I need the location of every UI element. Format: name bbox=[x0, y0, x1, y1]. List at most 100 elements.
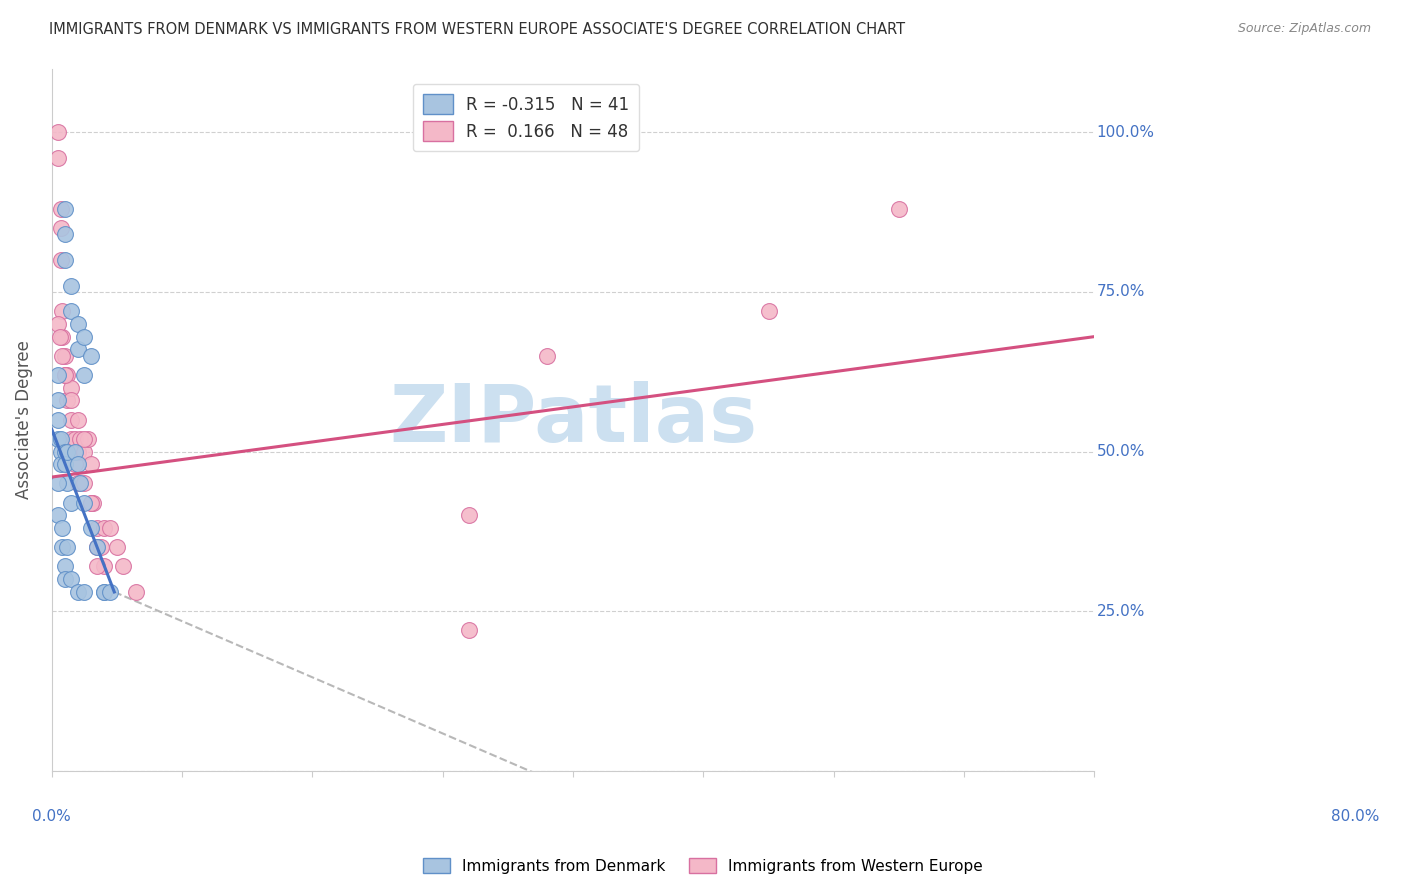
Text: 0.0%: 0.0% bbox=[32, 809, 72, 824]
Legend: R = -0.315   N = 41, R =  0.166   N = 48: R = -0.315 N = 41, R = 0.166 N = 48 bbox=[413, 84, 640, 152]
Point bbox=[73, 432, 96, 446]
Point bbox=[63, 458, 86, 472]
Point bbox=[46, 151, 69, 165]
Point bbox=[53, 368, 76, 382]
Point bbox=[51, 304, 73, 318]
Point bbox=[86, 521, 108, 535]
Point bbox=[73, 444, 96, 458]
Point bbox=[90, 541, 112, 555]
Point bbox=[63, 444, 86, 458]
Point bbox=[73, 476, 96, 491]
Point bbox=[60, 412, 83, 426]
Point bbox=[56, 476, 79, 491]
Text: ZIPatlas: ZIPatlas bbox=[389, 381, 758, 458]
Point bbox=[56, 368, 79, 382]
Point bbox=[46, 412, 69, 426]
Point bbox=[66, 458, 89, 472]
Point bbox=[457, 508, 479, 523]
Point bbox=[77, 432, 100, 446]
Point bbox=[66, 444, 89, 458]
Point bbox=[69, 476, 91, 491]
Point bbox=[93, 585, 115, 599]
Point bbox=[112, 559, 135, 574]
Point bbox=[51, 349, 73, 363]
Point bbox=[100, 585, 122, 599]
Point bbox=[457, 624, 479, 638]
Point bbox=[51, 521, 73, 535]
Point bbox=[53, 227, 76, 242]
Point bbox=[60, 304, 83, 318]
Point bbox=[53, 559, 76, 574]
Point bbox=[60, 278, 83, 293]
Text: 25.0%: 25.0% bbox=[1097, 604, 1144, 619]
Point bbox=[49, 444, 72, 458]
Point bbox=[48, 329, 70, 343]
Point bbox=[46, 368, 69, 382]
Point bbox=[69, 432, 91, 446]
Point bbox=[100, 521, 122, 535]
Point bbox=[66, 412, 89, 426]
Point bbox=[63, 432, 86, 446]
Point bbox=[60, 495, 83, 509]
Point bbox=[56, 393, 79, 408]
Point bbox=[51, 541, 73, 555]
Text: 50.0%: 50.0% bbox=[1097, 444, 1144, 459]
Point bbox=[887, 202, 910, 216]
Point bbox=[66, 343, 89, 357]
Point bbox=[86, 559, 108, 574]
Point bbox=[60, 572, 83, 586]
Point bbox=[66, 317, 89, 331]
Point bbox=[80, 495, 103, 509]
Point bbox=[73, 329, 96, 343]
Point bbox=[56, 444, 79, 458]
Point bbox=[80, 349, 103, 363]
Point bbox=[73, 368, 96, 382]
Point bbox=[86, 541, 108, 555]
Point bbox=[56, 541, 79, 555]
Point bbox=[80, 495, 103, 509]
Point bbox=[60, 432, 83, 446]
Point bbox=[51, 329, 73, 343]
Point bbox=[46, 476, 69, 491]
Point bbox=[536, 349, 558, 363]
Point bbox=[46, 508, 69, 523]
Point bbox=[80, 521, 103, 535]
Point bbox=[46, 125, 69, 139]
Point bbox=[53, 458, 76, 472]
Point bbox=[73, 495, 96, 509]
Point bbox=[53, 202, 76, 216]
Point bbox=[53, 444, 76, 458]
Point bbox=[66, 585, 89, 599]
Point bbox=[125, 585, 148, 599]
Point bbox=[49, 458, 72, 472]
Point bbox=[53, 253, 76, 268]
Point bbox=[46, 432, 69, 446]
Y-axis label: Associate's Degree: Associate's Degree bbox=[15, 340, 32, 499]
Text: 100.0%: 100.0% bbox=[1097, 125, 1154, 140]
Point bbox=[46, 317, 69, 331]
Point bbox=[60, 381, 83, 395]
Point bbox=[93, 585, 115, 599]
Point bbox=[49, 221, 72, 235]
Text: 75.0%: 75.0% bbox=[1097, 285, 1144, 300]
Point bbox=[86, 541, 108, 555]
Point bbox=[758, 304, 780, 318]
Point bbox=[53, 349, 76, 363]
Point bbox=[53, 368, 76, 382]
Point bbox=[49, 253, 72, 268]
Point bbox=[80, 458, 103, 472]
Text: 80.0%: 80.0% bbox=[1331, 809, 1379, 824]
Text: IMMIGRANTS FROM DENMARK VS IMMIGRANTS FROM WESTERN EUROPE ASSOCIATE'S DEGREE COR: IMMIGRANTS FROM DENMARK VS IMMIGRANTS FR… bbox=[49, 22, 905, 37]
Point bbox=[66, 476, 89, 491]
Point bbox=[49, 202, 72, 216]
Point bbox=[93, 559, 115, 574]
Point bbox=[73, 585, 96, 599]
Point bbox=[82, 495, 104, 509]
Point bbox=[46, 393, 69, 408]
Legend: Immigrants from Denmark, Immigrants from Western Europe: Immigrants from Denmark, Immigrants from… bbox=[416, 852, 990, 880]
Point bbox=[49, 432, 72, 446]
Point bbox=[53, 572, 76, 586]
Point bbox=[93, 521, 115, 535]
Point bbox=[105, 541, 128, 555]
Text: Source: ZipAtlas.com: Source: ZipAtlas.com bbox=[1237, 22, 1371, 36]
